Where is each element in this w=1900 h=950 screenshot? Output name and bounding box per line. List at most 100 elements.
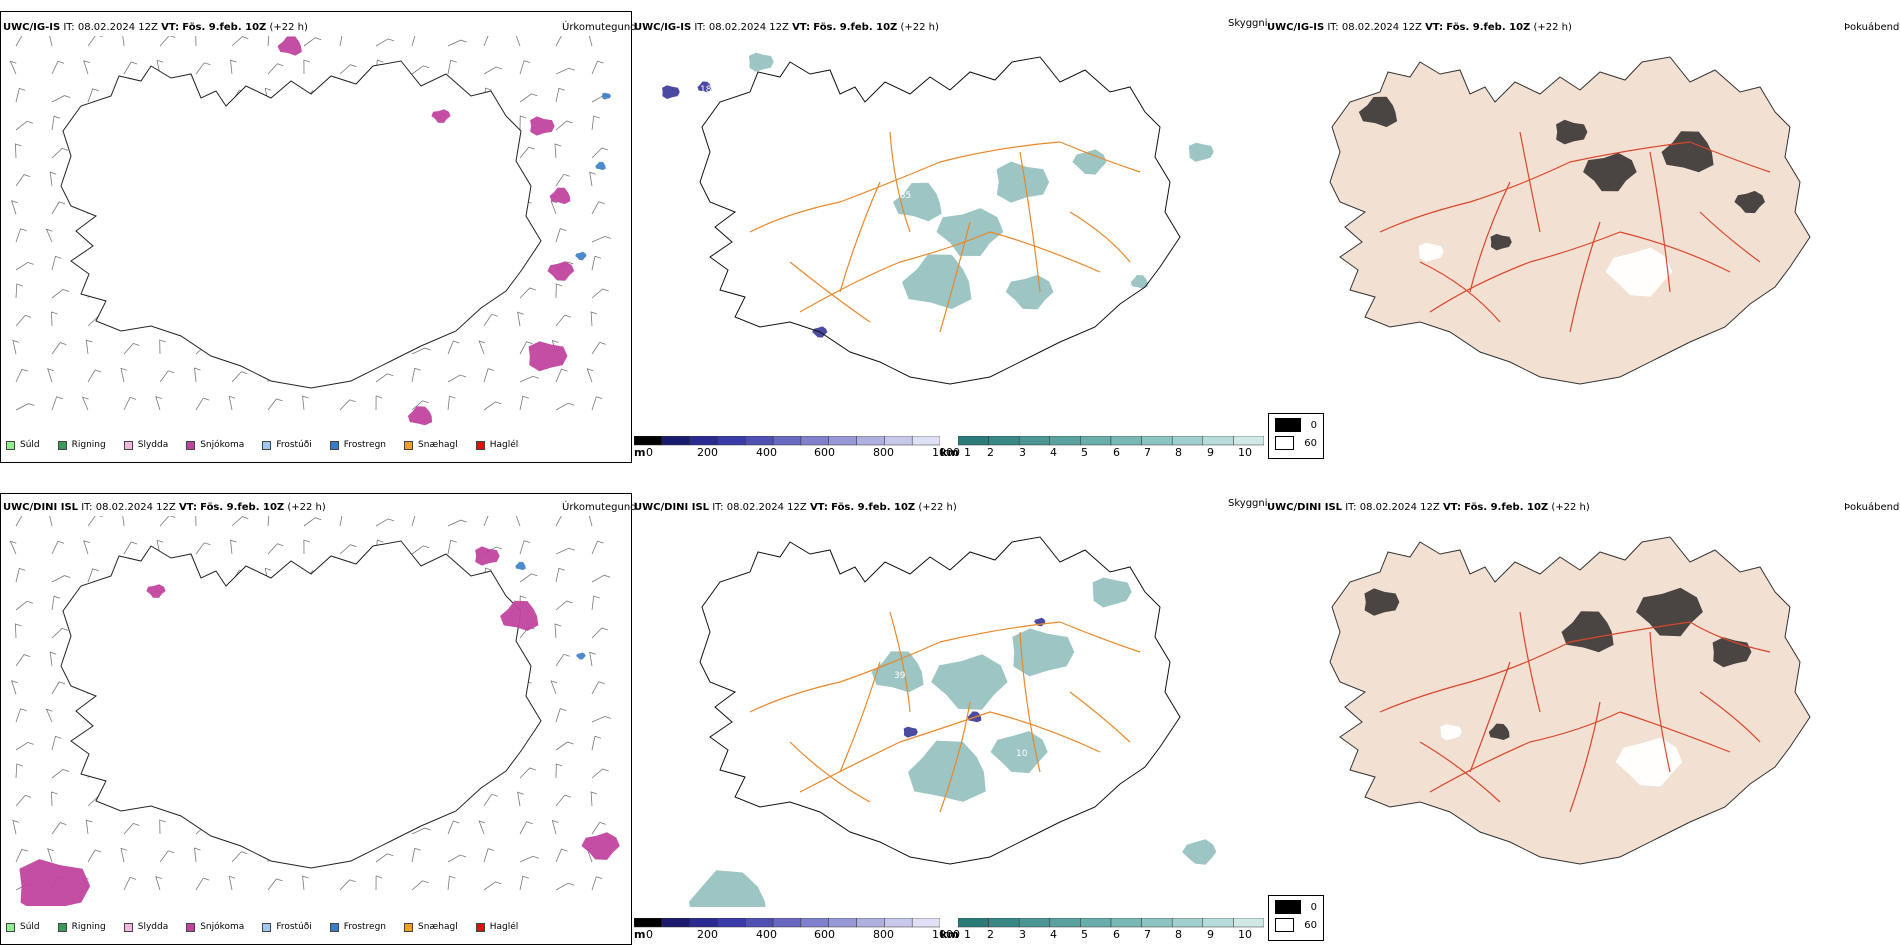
wind-barb-icon xyxy=(15,261,34,271)
wind-barb-icon xyxy=(411,827,431,835)
colorbar-tick: 10 xyxy=(1238,928,1252,941)
wind-barb-icon xyxy=(555,600,573,611)
road xyxy=(1059,141,1141,173)
wind-barb-icon xyxy=(302,875,309,891)
wind-barb-icon xyxy=(519,375,539,383)
wind-barb-icon xyxy=(555,516,569,527)
road xyxy=(1429,261,1531,313)
wind-barb-icon xyxy=(591,821,606,835)
precip-panel-frame xyxy=(0,493,632,945)
legend-swatch xyxy=(6,922,15,932)
road xyxy=(789,261,871,323)
vt-value: Fös. 9.feb. 10Z xyxy=(831,502,916,513)
fog-legend: 0 60 xyxy=(1268,413,1324,459)
wind-barb-icon xyxy=(591,681,605,695)
wind-barb-icon xyxy=(231,36,249,47)
colorbar-cell xyxy=(828,918,857,928)
shaded-area xyxy=(871,651,924,693)
road xyxy=(989,711,1101,753)
legend-item: Rigning xyxy=(57,922,106,932)
wind-barb-icon xyxy=(45,228,53,243)
legend-swatch xyxy=(57,922,67,932)
road xyxy=(1569,621,1691,643)
wind-barb-icon xyxy=(554,623,562,639)
ceiling-labels: 32 70 39 281 154 54 57 81 10 xyxy=(700,565,1105,787)
wind-barb-icon xyxy=(195,397,210,411)
wind-barb-icon xyxy=(519,60,531,75)
wind-barb-icon xyxy=(87,88,99,103)
shaded-area xyxy=(688,870,766,907)
wind-barb-icon xyxy=(590,311,598,327)
fog-legend-label: 0 xyxy=(1310,901,1317,913)
ceiling-colorbar xyxy=(634,436,940,446)
wind-barb-icon xyxy=(85,339,93,355)
vt-value: Fös. 9.feb. 10Z xyxy=(813,22,898,33)
road xyxy=(789,741,871,803)
legend-label: Frostúði xyxy=(276,440,312,450)
wind-barb-icon xyxy=(483,848,495,863)
it-value: 08.02.2024 12Z xyxy=(77,22,158,33)
fog-legend-swatch xyxy=(1275,418,1301,432)
wind-barb-icon xyxy=(122,36,125,47)
wind-barb-icon xyxy=(49,36,53,47)
road xyxy=(1059,621,1141,653)
precip-header: UWC/DINI ISL IT: 08.02.2024 12Z VT: Fös.… xyxy=(3,502,326,513)
fog-map xyxy=(1329,56,1811,385)
wind-barb-icon xyxy=(411,400,429,411)
wind-barb-icon xyxy=(555,794,571,807)
ceiling-label: 81 xyxy=(919,696,930,706)
wind-barb-icon xyxy=(9,60,17,75)
shaded-area xyxy=(146,584,166,598)
wind-barb-icon xyxy=(49,171,57,187)
shaded-area xyxy=(1661,131,1714,173)
wind-barb-icon xyxy=(15,794,32,807)
wind-barb-icon xyxy=(87,369,102,383)
colorbar-tick: 400 xyxy=(756,446,777,459)
wind-barb-icon xyxy=(555,567,566,583)
wind-barb-icon xyxy=(519,115,527,131)
wind-barb-icon xyxy=(49,516,53,527)
colorbar-tick: 800 xyxy=(873,928,894,941)
road xyxy=(939,701,971,813)
wind-barb-icon xyxy=(231,516,249,527)
road xyxy=(1379,201,1471,233)
wind-barb-icon xyxy=(120,847,128,863)
wind-barb-icon xyxy=(515,516,521,527)
colorbar-cell xyxy=(1171,918,1204,928)
colorbar-cell xyxy=(828,436,857,446)
wind-barb-icon xyxy=(51,791,58,807)
wind-barb-icon xyxy=(555,547,575,555)
wind-barb-icon xyxy=(519,341,533,355)
wind-barb-icon xyxy=(47,368,54,383)
wind-barb-icon xyxy=(51,115,61,131)
wind-barb-icon xyxy=(155,875,162,891)
road xyxy=(899,711,991,743)
wind-barb-icon xyxy=(586,368,594,383)
model-name: UWC/DINI ISL xyxy=(634,502,710,513)
colorbar-cell xyxy=(1018,436,1051,446)
shaded-area xyxy=(1188,142,1214,162)
precip-snow-areas xyxy=(277,36,611,426)
ceiling-label: 185 xyxy=(894,191,911,201)
precip-panel-frame xyxy=(0,11,632,463)
wind-barb-icon xyxy=(51,822,67,835)
vt-label: VT: xyxy=(809,502,828,513)
road xyxy=(1649,631,1671,773)
model-name: UWC/DINI ISL xyxy=(3,502,79,513)
it-label: IT: xyxy=(63,22,75,33)
colorbar-cell xyxy=(1018,918,1051,928)
wind-barb-icon xyxy=(120,367,128,383)
colorbar-cell xyxy=(800,918,829,928)
wind-barb-icon xyxy=(51,627,69,639)
colorbar-unit: km xyxy=(940,446,959,459)
wind-barb-icon xyxy=(591,201,605,215)
wind-barb-icon xyxy=(478,820,486,835)
wind-barb-icon xyxy=(447,519,467,527)
colorbar-cell xyxy=(745,436,774,446)
shaded-area xyxy=(1364,588,1400,616)
legend-label: Súld xyxy=(20,922,40,932)
shaded-area xyxy=(431,109,451,123)
colorbar-cell xyxy=(634,918,663,928)
wind-barb-icon xyxy=(123,343,140,355)
wind-barb-icon xyxy=(483,36,489,47)
